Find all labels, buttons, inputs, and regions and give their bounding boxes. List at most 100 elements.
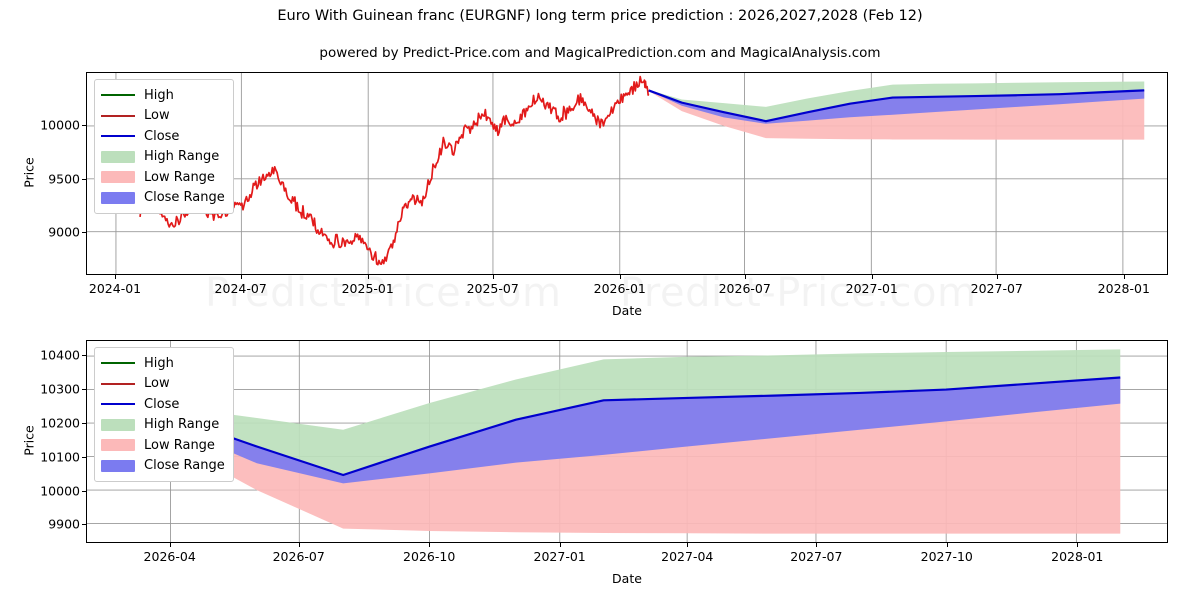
x-axis-tick-mark: [996, 275, 998, 279]
x-axis-tick-label: 2024-07: [214, 281, 267, 296]
x-axis-tick-label: 2026-07: [718, 281, 771, 296]
legend-overview: High Low Close High Range Low Range Close Ran…: [94, 79, 234, 214]
y-axis-tick-label: 9900: [48, 516, 80, 532]
legend-item-close[interactable]: Close: [101, 394, 225, 415]
x-axis-label: Date: [612, 571, 642, 586]
x-axis-tick-label: 2027-01: [845, 281, 898, 296]
y-axis-tick-label: 10100: [40, 449, 80, 465]
legend-swatch-close-range-icon: [101, 191, 135, 204]
legend-item-high[interactable]: High: [101, 85, 225, 106]
x-axis-tick-label: 2028-01: [1051, 549, 1104, 564]
x-axis-tick-mark: [946, 543, 948, 547]
legend-label: Low Range: [144, 169, 215, 185]
legend-item-high-range[interactable]: High Range: [101, 147, 225, 168]
legend-label: High: [144, 87, 174, 103]
y-axis-tick-mark: [82, 232, 86, 234]
legend-item-low[interactable]: Low: [101, 374, 225, 395]
y-axis-tick-mark: [82, 125, 86, 127]
legend-label: Close Range: [144, 190, 225, 206]
y-axis-tick-label: 10000: [40, 117, 80, 133]
legend-label: Low Range: [144, 437, 215, 453]
x-axis-tick-mark: [169, 543, 171, 547]
y-axis-tick-mark: [82, 524, 86, 526]
y-axis-tick-label: 10000: [40, 483, 80, 499]
x-axis-tick-mark: [816, 543, 818, 547]
x-axis-label: Date: [612, 303, 642, 318]
legend-item-high-range[interactable]: High Range: [101, 415, 225, 436]
x-axis-tick-label: 2025-07: [466, 281, 519, 296]
x-axis-tick-label: 2027-07: [790, 549, 843, 564]
legend-label: Close: [144, 128, 180, 144]
x-axis-tick-mark: [559, 543, 561, 547]
legend-swatch-high-icon: [101, 88, 135, 102]
x-axis-tick-label: 2027-04: [661, 549, 714, 564]
y-axis-tick-mark: [82, 422, 86, 424]
x-axis-tick-label: 2026-01: [593, 281, 646, 296]
x-axis-tick-label: 2026-10: [403, 549, 456, 564]
legend-label: Close Range: [144, 458, 225, 474]
y-axis-tick-label: 9000: [48, 224, 80, 240]
x-axis-tick-mark: [1123, 275, 1125, 279]
y-axis-label: Price: [21, 424, 37, 456]
x-axis-tick-label: 2026-07: [272, 549, 325, 564]
x-axis-tick-mark: [687, 543, 689, 547]
legend-label: High Range: [144, 149, 220, 165]
x-axis-tick-mark: [619, 275, 621, 279]
y-axis-tick-mark: [82, 456, 86, 458]
page-title: Euro With Guinean franc (EURGNF) long te…: [277, 8, 923, 24]
legend-forecast-detail: High Low Close High Range Low Range Close Ran…: [94, 347, 234, 482]
forecast-plot-area: [87, 341, 1167, 542]
y-axis-tick-mark: [82, 389, 86, 391]
x-axis-tick-label: 2026-04: [143, 549, 196, 564]
legend-swatch-low-range-icon: [101, 439, 135, 452]
band-high-range: [648, 81, 1145, 122]
legend-label: Low: [144, 108, 170, 124]
legend-item-close-range[interactable]: Close Range: [101, 456, 225, 477]
y-axis-tick-label: 9500: [48, 171, 80, 187]
x-axis-tick-label: 2027-10: [920, 549, 973, 564]
series-line-close: [648, 89, 1145, 123]
legend-swatch-close-range-icon: [101, 459, 135, 472]
legend-swatch-close-icon: [101, 129, 135, 143]
band-close-range: [648, 90, 1145, 124]
band-high-range: [102, 349, 1121, 475]
watermark-text: Predict-Price.com: [620, 270, 976, 316]
x-axis-tick-mark: [1077, 543, 1079, 547]
y-axis-tick-mark: [82, 178, 86, 180]
chart-overview: [86, 72, 1168, 275]
legend-item-low[interactable]: Low: [101, 106, 225, 127]
legend-swatch-high-range-icon: [101, 418, 135, 431]
x-axis-tick-mark: [492, 275, 494, 279]
legend-swatch-low-range-icon: [101, 171, 135, 184]
page-subtitle: powered by Predict-Price.com and Magical…: [319, 45, 881, 61]
x-axis-tick-mark: [871, 275, 873, 279]
y-axis-tick-mark: [82, 490, 86, 492]
legend-item-low-range[interactable]: Low Range: [101, 167, 225, 188]
x-axis-tick-mark: [429, 543, 431, 547]
x-axis-tick-mark: [298, 543, 300, 547]
legend-item-close-range[interactable]: Close Range: [101, 188, 225, 209]
y-axis-tick-label: 10400: [40, 347, 80, 363]
legend-swatch-low-icon: [101, 377, 135, 391]
y-axis-tick-mark: [82, 355, 86, 357]
legend-item-low-range[interactable]: Low Range: [101, 435, 225, 456]
legend-label: High: [144, 355, 174, 371]
legend-item-high[interactable]: High: [101, 353, 225, 374]
series-line-close: [102, 376, 1121, 477]
x-axis-tick-label: 2024-01: [88, 281, 142, 296]
y-axis-label: Price: [21, 156, 37, 188]
band-close-range: [102, 377, 1121, 484]
legend-label: High Range: [144, 417, 220, 433]
x-axis-tick-mark: [744, 275, 746, 279]
legend-label: Low: [144, 376, 170, 392]
x-axis-tick-label: 2028-01: [1097, 281, 1150, 296]
overview-plot-area: [87, 73, 1167, 274]
legend-swatch-close-icon: [101, 397, 135, 411]
chart-forecast-detail: [86, 340, 1168, 543]
x-axis-tick-label: 2027-01: [533, 549, 586, 564]
y-axis-tick-label: 10200: [40, 415, 80, 431]
x-axis-tick-label: 2027-07: [970, 281, 1023, 296]
legend-item-close[interactable]: Close: [101, 126, 225, 147]
x-axis-tick-mark: [240, 275, 242, 279]
